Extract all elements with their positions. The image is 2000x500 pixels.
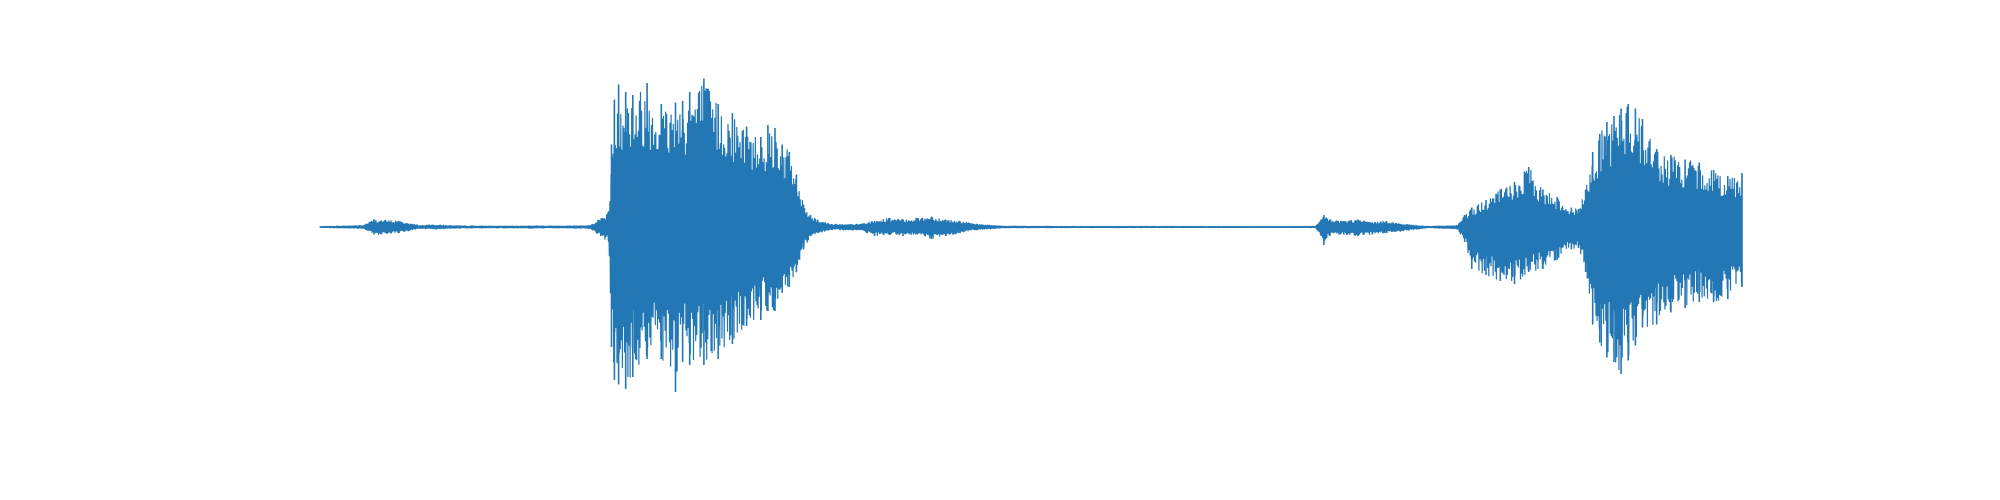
plot-area xyxy=(319,78,1743,392)
